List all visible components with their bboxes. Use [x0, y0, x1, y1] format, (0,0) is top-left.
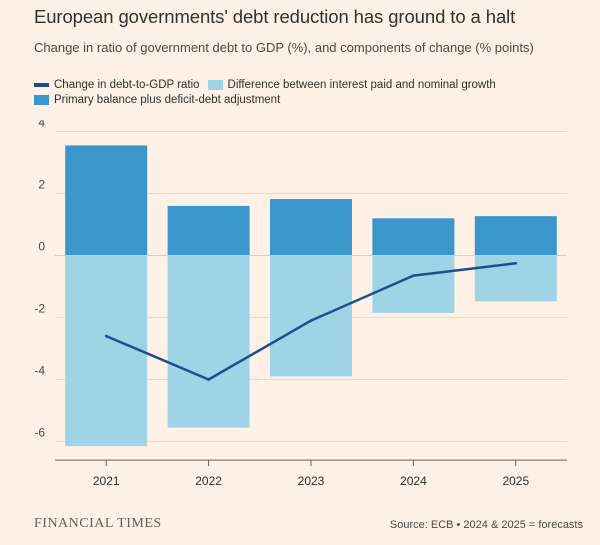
legend-item-primary-balance: Primary balance plus deficit-debt adjust… — [34, 94, 280, 106]
bar — [474, 216, 557, 256]
legend-row-2: Primary balance plus deficit-debt adjust… — [34, 93, 594, 107]
bar — [65, 255, 148, 447]
line-point — [104, 334, 108, 338]
chart-subtitle: Change in ratio of government debt to GD… — [34, 40, 534, 55]
y-tick-label: -4 — [34, 364, 45, 378]
bar — [65, 145, 148, 256]
y-tick-label: -2 — [34, 302, 45, 316]
legend-item-interest-growth: Difference between interest paid and nom… — [207, 79, 496, 91]
source-note: Source: ECB • 2024 & 2025 = forecasts — [389, 519, 583, 531]
bar — [270, 199, 352, 256]
y-tick-label: 2 — [38, 178, 45, 192]
legend-label-debt-change: Change in debt-to-GDP ratio — [54, 79, 200, 91]
legend-swatch-interest-growth — [207, 80, 223, 90]
y-tick-label: -6 — [34, 426, 45, 440]
line-point — [412, 274, 415, 277]
legend: Change in debt-to-GDP ratio Difference b… — [34, 78, 594, 108]
chart-title: European governments' debt reduction has… — [34, 6, 516, 27]
x-tick-label: 2022 — [195, 474, 222, 488]
bar — [167, 255, 250, 428]
legend-swatch-debt-change — [34, 83, 49, 87]
bar — [270, 255, 352, 377]
bar — [372, 218, 455, 256]
legend-row-1: Change in debt-to-GDP ratio Difference b… — [34, 78, 594, 92]
x-tick-label: 2024 — [400, 474, 427, 488]
legend-swatch-primary-balance — [34, 95, 49, 105]
ft-brand-logo: FINANCIAL TIMES — [34, 516, 162, 531]
line-point — [207, 378, 210, 381]
x-tick-label: 2023 — [298, 474, 325, 488]
bar — [167, 205, 250, 256]
y-tick-label: 0 — [38, 240, 45, 254]
x-tick-label: 2025 — [502, 474, 529, 488]
line-point — [309, 319, 313, 322]
bar-line-chart: 4 2 0 -2 -4 -6 2021 2022 2023 2024 2025 — [34, 120, 567, 488]
y-tick-label: 4 — [38, 120, 45, 130]
legend-item-debt-change: Change in debt-to-GDP ratio — [34, 79, 200, 91]
legend-label-interest-growth: Difference between interest paid and nom… — [227, 79, 496, 91]
bar — [372, 255, 455, 313]
line-point — [514, 261, 518, 265]
legend-label-primary-balance: Primary balance plus deficit-debt adjust… — [54, 94, 281, 106]
x-tick-label: 2021 — [93, 474, 120, 488]
